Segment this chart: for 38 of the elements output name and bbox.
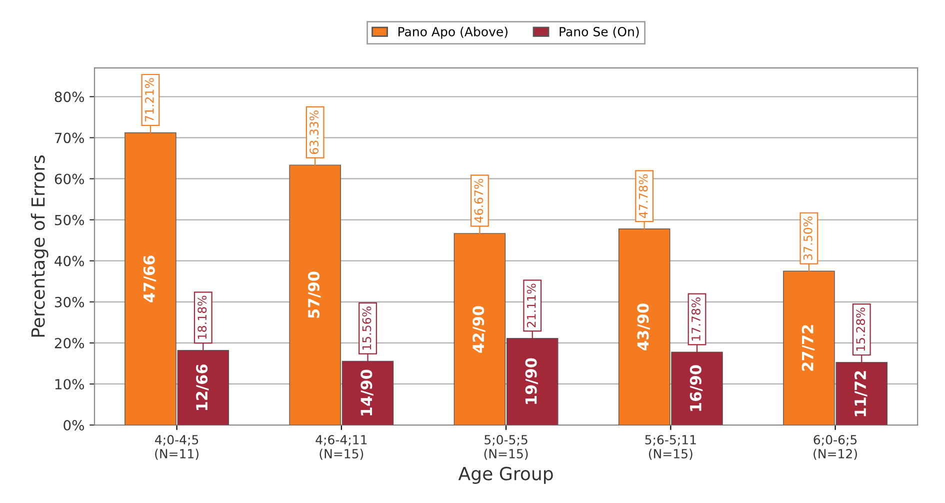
x-tick-label: 4;0-4;5 (N=11) [155, 434, 198, 460]
legend-label: Pano Apo (Above) [398, 26, 508, 39]
annotation: 42/90 [472, 306, 486, 353]
x-tick-label: 5;6-5;11 (N=15) [645, 434, 696, 460]
data-label: 71.21% [144, 78, 154, 122]
y-tick-label: 80% [54, 92, 84, 102]
annotation: 27/72 [802, 325, 815, 371]
data-label: 15.28% [856, 308, 866, 351]
y-tick-label: 40% [54, 256, 84, 266]
data-label: 47.78% [638, 174, 648, 218]
x-tick-label: 4;6-4;11 (N=15) [316, 434, 367, 460]
data-label: 63.33% [310, 110, 319, 154]
y-axis-title: Percentage of Errors [30, 155, 48, 337]
legend-label: Pano Se (On) [560, 26, 639, 38]
y-tick-label: 50% [54, 214, 84, 226]
annotation: 47/66 [143, 256, 156, 302]
x-tick-label: 6;0-6;5 (N=12) [814, 434, 857, 460]
annotation: 43/90 [637, 304, 650, 350]
data-label: 15.56% [362, 306, 372, 350]
annotation: 16/90 [690, 365, 703, 411]
x-tick-label: 5;0-5;5 (N=15) [484, 434, 528, 460]
y-tick-label: 10% [55, 378, 84, 390]
data-label: 46.67% [474, 178, 484, 223]
annotation: 14/90 [360, 370, 374, 416]
y-tick-label: 60% [54, 174, 84, 184]
y-tick-label: 0% [64, 420, 84, 431]
annotation: 57/90 [308, 272, 321, 318]
y-tick-label: 30% [54, 296, 84, 308]
data-label: 17.78% [692, 297, 700, 340]
x-axis-title: Age Group [458, 466, 553, 484]
annotation: 11/72 [854, 371, 868, 416]
y-tick-label: 70% [55, 132, 84, 144]
data-label: 21.11% [526, 284, 536, 328]
data-label: 18.18% [198, 296, 207, 339]
data-label: 37.50% [803, 216, 812, 260]
annotation: 19/90 [525, 358, 538, 404]
y-tick-label: 20% [54, 338, 84, 348]
annotation: 12/66 [196, 364, 209, 410]
